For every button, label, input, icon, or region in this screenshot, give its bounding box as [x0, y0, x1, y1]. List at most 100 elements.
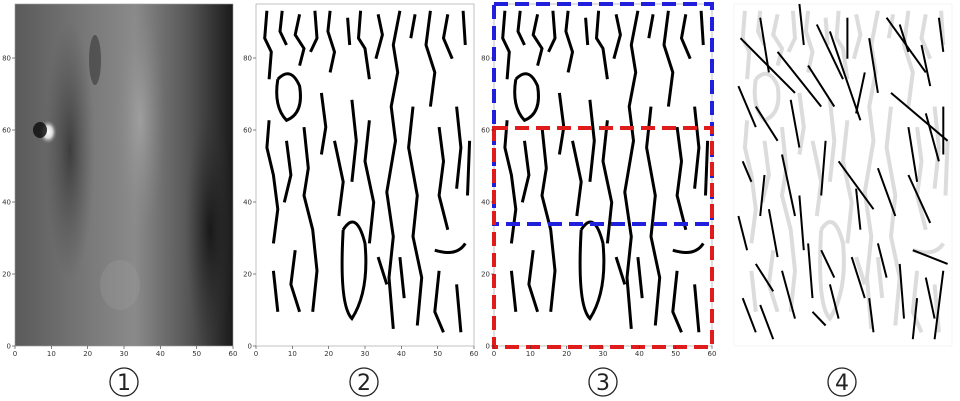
line-segment [850, 256, 866, 299]
edge-stroke [671, 270, 683, 333]
ghost-edge [943, 140, 950, 196]
edge-stroke [282, 140, 293, 203]
panel-1-dark-edge [185, 110, 235, 350]
ghost-edge [840, 120, 854, 244]
panel-1-number: 1 [109, 367, 139, 397]
y-tick-label: 0 [248, 343, 252, 351]
panel-4-number: 4 [827, 367, 857, 397]
edge-stroke [513, 72, 540, 123]
y-tick-label: 40 [481, 199, 490, 207]
panel-3-axes: 0 10 20 30 40 50 60 0 20 40 60 80 [481, 55, 716, 359]
edge-stroke [503, 120, 518, 244]
panel-1: 0 10 20 30 40 50 60 0 20 40 60 80 [2, 0, 237, 358]
edge-stroke [547, 10, 557, 53]
line-segment [820, 249, 836, 279]
edge-stroke [437, 126, 450, 231]
y-tick-label: 60 [243, 127, 252, 135]
edge-stroke [531, 13, 544, 66]
edge-stroke [636, 256, 644, 299]
y-tick-label: 40 [243, 199, 252, 207]
edge-stroke [672, 242, 705, 254]
panel-2-edges [263, 10, 472, 333]
upper-region-box [492, 2, 714, 226]
edge-stroke [433, 270, 445, 333]
line-segment [759, 17, 770, 73]
ghost-edge [915, 126, 928, 231]
ghost-edge [823, 17, 830, 46]
panel-4 [733, 3, 953, 347]
line-segment [868, 38, 879, 94]
line-segment [759, 174, 766, 217]
edge-stroke [356, 10, 371, 80]
line-segment [798, 195, 805, 251]
x-tick-label: 0 [492, 350, 496, 358]
panel-4-number-text: 4 [835, 371, 849, 396]
x-tick-label: 20 [562, 350, 571, 358]
line-segment [920, 44, 932, 87]
y-tick-label: 0 [7, 343, 11, 351]
edge-stroke [540, 126, 557, 312]
ghost-edge [752, 71, 781, 123]
y-tick-label: 20 [243, 271, 252, 279]
x-tick-label: 10 [288, 350, 297, 358]
line-segment [737, 85, 757, 128]
panel-3-number: 3 [588, 367, 618, 397]
line-segment [781, 270, 796, 319]
y-tick-label: 20 [2, 271, 11, 279]
line-segment [898, 263, 905, 319]
x-tick-label: 40 [397, 350, 406, 358]
ghost-edge [875, 256, 885, 299]
edge-stroke [455, 106, 463, 189]
ghost-edge [884, 106, 902, 326]
ghost-edge [797, 92, 806, 155]
panel-2-number: 2 [349, 367, 379, 397]
x-tick-label: 50 [671, 350, 680, 358]
line-segment [781, 154, 796, 217]
line-segment [820, 140, 827, 196]
line-segment [741, 297, 757, 333]
edge-stroke [645, 106, 662, 326]
edge-stroke [398, 256, 406, 299]
y-tick-label: 60 [2, 127, 11, 135]
edge-stroke [516, 10, 526, 46]
edge-stroke [704, 140, 710, 196]
line-segment [789, 99, 801, 148]
line-segment [754, 106, 779, 142]
ghost-edge [827, 99, 837, 183]
edge-stroke [319, 92, 328, 155]
ghost-edge [834, 10, 850, 80]
panel-3: 0 10 20 30 40 50 60 0 20 40 60 80 [481, 2, 716, 359]
edge-stroke [326, 10, 337, 73]
panel-1-dark-spot [33, 122, 47, 138]
edge-stroke [302, 126, 319, 312]
x-tick-label: 0 [254, 350, 258, 358]
edge-stroke [385, 10, 402, 330]
line-segment [937, 17, 945, 53]
ghost-edge [901, 10, 915, 107]
panel-1-dark-band [45, 20, 95, 280]
ghost-edge [862, 10, 880, 330]
edge-stroke [693, 106, 701, 189]
panel-3-edges [501, 10, 710, 333]
panel-2: 0 10 20 30 40 50 60 0 20 40 60 80 [243, 3, 478, 359]
panel-3-number-text: 3 [596, 371, 610, 396]
edge-stroke [675, 126, 688, 231]
line-segment [911, 297, 919, 340]
y-tick-label: 80 [2, 55, 11, 63]
y-tick-label: 20 [481, 271, 490, 279]
edge-stroke [647, 14, 655, 39]
edge-stroke [699, 10, 705, 46]
edge-stroke [527, 250, 540, 313]
edge-stroke [333, 140, 345, 217]
edge-stroke [271, 270, 280, 312]
y-tick-label: 80 [481, 55, 490, 63]
ghost-edge [803, 10, 815, 73]
ghost-edge [755, 10, 767, 46]
panel-2-axes: 0 10 20 30 40 50 60 0 20 40 60 80 [243, 55, 478, 359]
x-tick-label: 40 [635, 350, 644, 358]
edge-stroke [679, 14, 692, 60]
line-segment [741, 160, 753, 183]
ghost-edge [886, 13, 896, 39]
edge-stroke [265, 120, 280, 244]
line-segment [815, 24, 844, 80]
